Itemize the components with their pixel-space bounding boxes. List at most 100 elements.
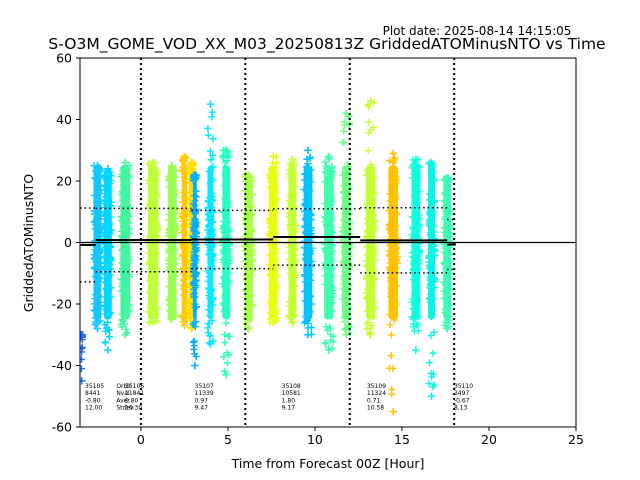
y-tick-label: 60 [56,51,72,66]
scatter-point-extreme [187,158,196,167]
scatter-point [102,285,110,293]
scatter-point [303,310,311,318]
scatter-point [191,300,199,308]
scatter-point [103,175,111,183]
scatter-point [426,263,434,271]
scatter-point [301,297,309,305]
scatter-point [101,302,109,310]
stat-line: 3497 [454,390,469,397]
scatter-point [386,197,394,205]
scatter-point [224,307,232,315]
scatter-point [221,275,229,283]
scatter-point [341,290,349,298]
scatter-point [122,293,130,301]
stat-line: 35105 [85,383,104,390]
scatter-point [271,268,279,276]
scatter-point [105,310,113,318]
scatter-point [119,166,127,174]
scatter-point [443,201,451,209]
scatter-point [428,244,436,252]
scatter-point [441,260,449,268]
scatter-point [151,224,159,232]
x-tick-label: 15 [394,432,410,447]
scatter-point [430,176,438,184]
scatter-point [321,272,329,280]
scatter-point [289,196,297,204]
scatter-point [265,223,273,231]
scatter-point [102,172,110,180]
scatter-point [365,206,373,214]
scatter-point [152,175,160,183]
scatter-point [415,163,423,171]
scatter-point [207,193,215,201]
scatter-point [119,181,127,189]
stat-line: -0.80 [85,397,101,404]
scatter-point [386,321,394,329]
stat-line: 9.47 [195,405,209,412]
scatter-point [222,299,230,307]
scatter-point [409,225,417,233]
scatter-point [368,272,376,280]
scatter-point [411,275,419,283]
scatter-point [101,305,109,313]
scatter-point [225,152,233,160]
scatter-point [169,280,177,288]
scatter-point [119,256,127,264]
scatter-point [414,250,422,258]
scatter-point-extreme [121,158,130,167]
scatter-point [428,306,436,314]
scatter-point-extreme [269,152,277,161]
scatter-point [271,278,279,286]
scatter-point [393,253,401,261]
scatter-point [204,267,212,275]
scatter-point [367,216,375,224]
scatter-point [446,269,454,277]
scatter-point [266,183,274,191]
scatter-point [414,170,422,178]
scatter-point [339,171,347,179]
scatter-point [385,157,393,165]
scatter-point [209,152,217,160]
scatter-point [180,269,188,277]
stat-line: 8.13 [454,405,468,412]
scatter-point [363,232,371,240]
scatter-point [291,203,299,211]
point-cluster [144,158,162,327]
stat-line: Orbit [116,383,132,390]
scatter-point [387,293,395,301]
scatter-point [182,169,190,177]
scatter-point [441,224,449,232]
scatter-point [289,172,297,180]
scatter-point [391,316,399,324]
scatter-point [286,160,294,168]
scatter-point [427,229,435,237]
scatter-point [169,172,177,180]
scatter-point [152,192,160,200]
scatter-point [267,285,275,293]
scatter-point [387,265,395,273]
scatter-point [272,171,280,179]
scatter-point [101,253,109,261]
scatter-point [122,232,130,240]
axes: 0 5 10 15 20 25 -60 -40 -20 0 20 40 60 [52,51,584,448]
scatter-point [90,251,98,259]
scatter-point [444,304,452,312]
scatter-point [367,195,375,203]
scatter-point [96,265,104,273]
scatter-point [154,210,162,218]
scatter-point [171,186,179,194]
scatter-point [205,292,213,300]
scatter-point-extreme [187,324,196,333]
scatter-point [165,295,173,303]
scatter-point [370,189,378,197]
scatter-point-extreme [80,330,86,339]
scatter-point [180,163,188,171]
scatter-point-extreme [222,146,230,155]
scatter-point [102,324,110,332]
scatter-point [328,250,336,258]
scatter-point [204,277,212,285]
scatter-point [220,353,228,361]
scatter-point-extreme [93,161,102,170]
scatter-point [266,230,274,238]
